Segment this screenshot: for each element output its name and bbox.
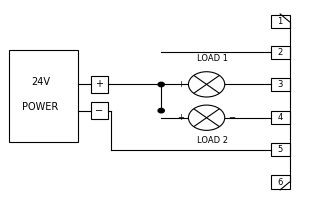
Circle shape [188, 105, 225, 130]
Text: −: − [228, 80, 235, 89]
Text: 3: 3 [277, 80, 283, 89]
Text: POWER: POWER [22, 102, 59, 112]
Text: 2: 2 [278, 48, 283, 57]
Circle shape [158, 82, 164, 87]
FancyBboxPatch shape [271, 46, 290, 59]
FancyBboxPatch shape [91, 102, 108, 119]
FancyBboxPatch shape [271, 111, 290, 124]
Text: 5: 5 [278, 145, 283, 154]
FancyBboxPatch shape [271, 143, 290, 156]
Text: 1: 1 [278, 17, 283, 26]
FancyBboxPatch shape [271, 78, 290, 91]
FancyBboxPatch shape [271, 15, 290, 28]
Text: LOAD 1: LOAD 1 [197, 54, 228, 63]
Circle shape [158, 108, 164, 113]
Text: 24V: 24V [31, 77, 50, 87]
Text: +: + [177, 113, 184, 122]
FancyBboxPatch shape [91, 76, 108, 93]
FancyBboxPatch shape [9, 50, 78, 142]
Text: +: + [177, 80, 184, 89]
Text: 6: 6 [277, 177, 283, 187]
Text: −: − [228, 113, 235, 122]
Circle shape [188, 72, 225, 97]
Text: +: + [95, 80, 103, 89]
Text: LOAD 2: LOAD 2 [197, 136, 228, 145]
Text: −: − [95, 106, 103, 116]
FancyBboxPatch shape [271, 175, 290, 189]
Text: 4: 4 [278, 113, 283, 122]
